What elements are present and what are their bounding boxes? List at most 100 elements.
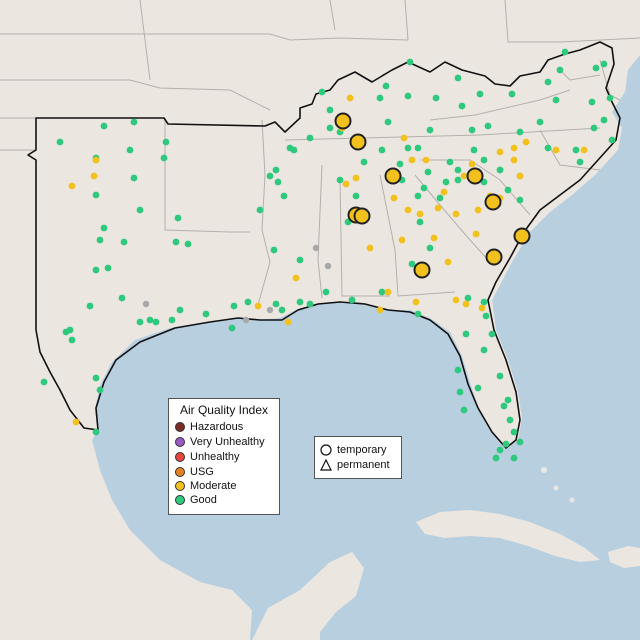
- monitor-marker-good[interactable]: [382, 82, 390, 90]
- monitor-marker-good[interactable]: [590, 124, 598, 132]
- monitor-marker-good[interactable]: [256, 206, 264, 214]
- monitor-marker-moderate[interactable]: [522, 138, 530, 146]
- monitor-marker-good[interactable]: [160, 154, 168, 162]
- monitor-marker-good[interactable]: [426, 244, 434, 252]
- monitor-marker-good[interactable]: [414, 310, 422, 318]
- monitor-marker-good[interactable]: [136, 318, 144, 326]
- monitor-marker-good[interactable]: [496, 166, 504, 174]
- monitor-marker-good[interactable]: [68, 336, 76, 344]
- monitor-marker-good[interactable]: [470, 146, 478, 154]
- monitor-marker-good[interactable]: [266, 172, 274, 180]
- monitor-marker-good[interactable]: [86, 302, 94, 310]
- monitor-marker-good[interactable]: [136, 206, 144, 214]
- monitor-marker-good[interactable]: [432, 94, 440, 102]
- monitor-marker-good[interactable]: [280, 192, 288, 200]
- monitor-marker-good[interactable]: [442, 178, 450, 186]
- monitor-marker-good[interactable]: [104, 264, 112, 272]
- monitor-marker-good[interactable]: [272, 300, 280, 308]
- monitor-marker-good[interactable]: [130, 174, 138, 182]
- monitor-marker-good[interactable]: [544, 144, 552, 152]
- monitor-marker-good[interactable]: [62, 328, 70, 336]
- monitor-marker-moderate[interactable]: [510, 144, 518, 152]
- monitor-marker-moderate[interactable]: [552, 146, 560, 154]
- monitor-marker-moderate[interactable]: [444, 258, 452, 266]
- monitor-marker-good[interactable]: [454, 366, 462, 374]
- monitor-marker-moderate[interactable]: [390, 194, 398, 202]
- monitor-marker-good[interactable]: [348, 296, 356, 304]
- monitor-marker-good[interactable]: [100, 224, 108, 232]
- monitor-marker-good[interactable]: [468, 126, 476, 134]
- monitor-marker-good[interactable]: [96, 236, 104, 244]
- monitor-marker-good[interactable]: [561, 48, 569, 56]
- monitor-marker-good[interactable]: [396, 160, 404, 168]
- monitor-marker-moderate[interactable]: [398, 236, 406, 244]
- temporary-monitor-marker-moderate[interactable]: [384, 167, 402, 185]
- monitor-marker-moderate[interactable]: [462, 300, 470, 308]
- monitor-marker-good[interactable]: [460, 406, 468, 414]
- temporary-monitor-marker-moderate[interactable]: [353, 207, 371, 225]
- monitor-marker-good[interactable]: [408, 260, 416, 268]
- monitor-marker-good[interactable]: [502, 440, 510, 448]
- monitor-marker-good[interactable]: [476, 90, 484, 98]
- monitor-marker-good[interactable]: [454, 74, 462, 82]
- monitor-marker-good[interactable]: [378, 146, 386, 154]
- monitor-marker-good[interactable]: [488, 330, 496, 338]
- monitor-marker-good[interactable]: [516, 196, 524, 204]
- monitor-marker-good[interactable]: [496, 372, 504, 380]
- monitor-marker-good[interactable]: [416, 218, 424, 226]
- monitor-marker-moderate[interactable]: [352, 174, 360, 182]
- monitor-marker-no-data[interactable]: [324, 262, 332, 270]
- monitor-marker-good[interactable]: [352, 192, 360, 200]
- monitor-marker-good[interactable]: [378, 288, 386, 296]
- monitor-marker-good[interactable]: [96, 386, 104, 394]
- monitor-marker-good[interactable]: [504, 186, 512, 194]
- monitor-marker-good[interactable]: [100, 122, 108, 130]
- monitor-marker-good[interactable]: [576, 158, 584, 166]
- monitor-marker-moderate[interactable]: [422, 156, 430, 164]
- monitor-marker-good[interactable]: [176, 306, 184, 314]
- monitor-marker-good[interactable]: [172, 238, 180, 246]
- monitor-marker-good[interactable]: [272, 166, 280, 174]
- monitor-marker-good[interactable]: [296, 298, 304, 306]
- monitor-marker-good[interactable]: [420, 184, 428, 192]
- monitor-marker-good[interactable]: [40, 378, 48, 386]
- monitor-marker-moderate[interactable]: [342, 180, 350, 188]
- monitor-marker-good[interactable]: [536, 118, 544, 126]
- monitor-marker-moderate[interactable]: [452, 210, 460, 218]
- monitor-marker-good[interactable]: [480, 346, 488, 354]
- monitor-marker-moderate[interactable]: [510, 156, 518, 164]
- monitor-marker-moderate[interactable]: [68, 182, 76, 190]
- monitor-marker-good[interactable]: [592, 64, 600, 72]
- monitor-marker-good[interactable]: [426, 126, 434, 134]
- monitor-marker-good[interactable]: [500, 402, 508, 410]
- monitor-marker-good[interactable]: [202, 310, 210, 318]
- monitor-marker-good[interactable]: [404, 92, 412, 100]
- monitor-marker-moderate[interactable]: [416, 210, 424, 218]
- monitor-marker-good[interactable]: [270, 246, 278, 254]
- temporary-monitor-marker-moderate[interactable]: [484, 193, 502, 211]
- monitor-marker-good[interactable]: [496, 446, 504, 454]
- monitor-marker-moderate[interactable]: [384, 288, 392, 296]
- monitor-marker-no-data[interactable]: [242, 316, 250, 324]
- monitor-marker-good[interactable]: [174, 214, 182, 222]
- monitor-marker-good[interactable]: [572, 146, 580, 154]
- monitor-marker-good[interactable]: [244, 298, 252, 306]
- monitor-marker-good[interactable]: [480, 298, 488, 306]
- monitor-marker-good[interactable]: [458, 102, 466, 110]
- temporary-monitor-marker-moderate[interactable]: [413, 261, 431, 279]
- monitor-marker-moderate[interactable]: [92, 156, 100, 164]
- monitor-marker-moderate[interactable]: [580, 146, 588, 154]
- monitor-marker-good[interactable]: [516, 438, 524, 446]
- monitor-marker-good[interactable]: [544, 78, 552, 86]
- monitor-marker-moderate[interactable]: [460, 172, 468, 180]
- temporary-monitor-marker-moderate[interactable]: [334, 112, 352, 130]
- monitor-marker-good[interactable]: [230, 302, 238, 310]
- monitor-marker-good[interactable]: [274, 178, 282, 186]
- monitor-marker-moderate[interactable]: [516, 172, 524, 180]
- monitor-marker-good[interactable]: [336, 176, 344, 184]
- monitor-marker-good[interactable]: [462, 330, 470, 338]
- temporary-monitor-marker-moderate[interactable]: [513, 227, 531, 245]
- monitor-marker-moderate[interactable]: [376, 306, 384, 314]
- monitor-marker-good[interactable]: [414, 144, 422, 152]
- monitor-marker-no-data[interactable]: [312, 244, 320, 252]
